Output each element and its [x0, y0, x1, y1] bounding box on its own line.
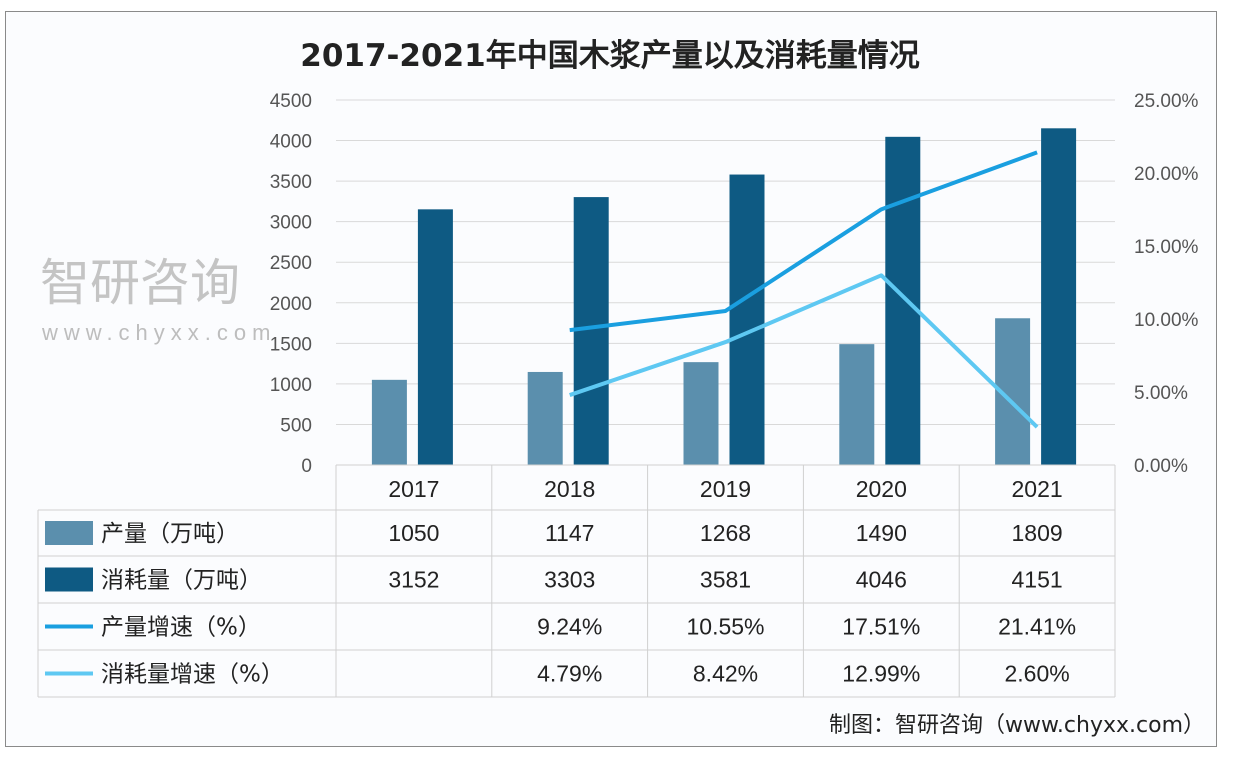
bar-consumption — [729, 174, 765, 465]
y-left-tick-label: 4500 — [270, 91, 312, 112]
y-right-tick-label: 25.00% — [1134, 91, 1199, 112]
bar-production — [683, 362, 719, 465]
y-left-tick-label: 2000 — [270, 294, 312, 315]
data-label: 17.51% — [842, 614, 920, 640]
bar-production — [371, 379, 407, 465]
data-label: 1268 — [700, 520, 751, 546]
legend-label: 产量增速（%） — [101, 615, 261, 641]
legend-key — [45, 521, 93, 545]
bar-production — [527, 371, 563, 465]
bar-consumption — [1041, 128, 1077, 465]
legend-label: 消耗量（万吨） — [101, 568, 262, 594]
data-label: 1050 — [388, 520, 439, 546]
bar-production — [839, 344, 875, 465]
x-tick-label: 2020 — [856, 476, 907, 502]
legend-label: 产量（万吨） — [101, 521, 239, 547]
watermark: 智研咨询 — [40, 254, 240, 312]
y-left-tick-label: 3000 — [270, 213, 312, 234]
y-left-tick-label: 4000 — [270, 132, 312, 153]
y-left-tick-label: 0 — [301, 456, 312, 477]
data-label: 4046 — [856, 567, 907, 593]
legend-key — [45, 567, 93, 592]
y-left-tick-label: 2500 — [270, 253, 312, 274]
y-right-tick-label: 15.00% — [1134, 237, 1199, 258]
source-note: 制图：智研咨询（www.chyxx.com） — [829, 713, 1205, 738]
x-tick-label: 2018 — [544, 476, 595, 502]
y-left-tick-label: 500 — [280, 415, 312, 436]
bar-consumption — [885, 136, 921, 465]
data-label: 2.60% — [1004, 661, 1069, 687]
x-tick-label: 2021 — [1012, 476, 1063, 502]
data-label: 9.24% — [537, 614, 602, 640]
line-consumption-growth — [569, 273, 1039, 429]
y-right-tick-label: 10.00% — [1134, 310, 1199, 331]
y-left-tick-label: 1000 — [270, 375, 312, 396]
y-right-tick-label: 20.00% — [1134, 164, 1199, 185]
y-left-tick-label: 1500 — [270, 334, 312, 355]
y-right-tick-label: 5.00% — [1134, 383, 1188, 404]
chart-title: 2017-2021年中国木浆产量以及消耗量情况 — [300, 38, 919, 74]
data-label: 3303 — [544, 567, 595, 593]
data-label: 3152 — [388, 567, 439, 593]
data-label: 1490 — [856, 520, 907, 546]
watermark-url: www.chyxx.com — [41, 320, 276, 345]
data-label: 1809 — [1012, 520, 1063, 546]
data-label: 4151 — [1012, 567, 1063, 593]
data-label: 4.79% — [537, 661, 602, 687]
bar-consumption — [417, 209, 453, 465]
bar-consumption — [573, 197, 609, 465]
data-label: 21.41% — [998, 614, 1076, 640]
data-label: 12.99% — [842, 661, 920, 687]
y-left-tick-label: 3500 — [270, 172, 312, 193]
y-right-tick-label: 0.00% — [1134, 456, 1188, 477]
data-label: 10.55% — [686, 614, 764, 640]
x-tick-label: 2019 — [700, 476, 751, 502]
x-tick-label: 2017 — [388, 476, 439, 502]
data-label: 1147 — [545, 520, 594, 546]
line-production-growth — [569, 150, 1038, 333]
data-label: 3581 — [700, 567, 751, 593]
legend-label: 消耗量增速（%） — [101, 662, 284, 688]
data-label: 8.42% — [693, 661, 758, 687]
